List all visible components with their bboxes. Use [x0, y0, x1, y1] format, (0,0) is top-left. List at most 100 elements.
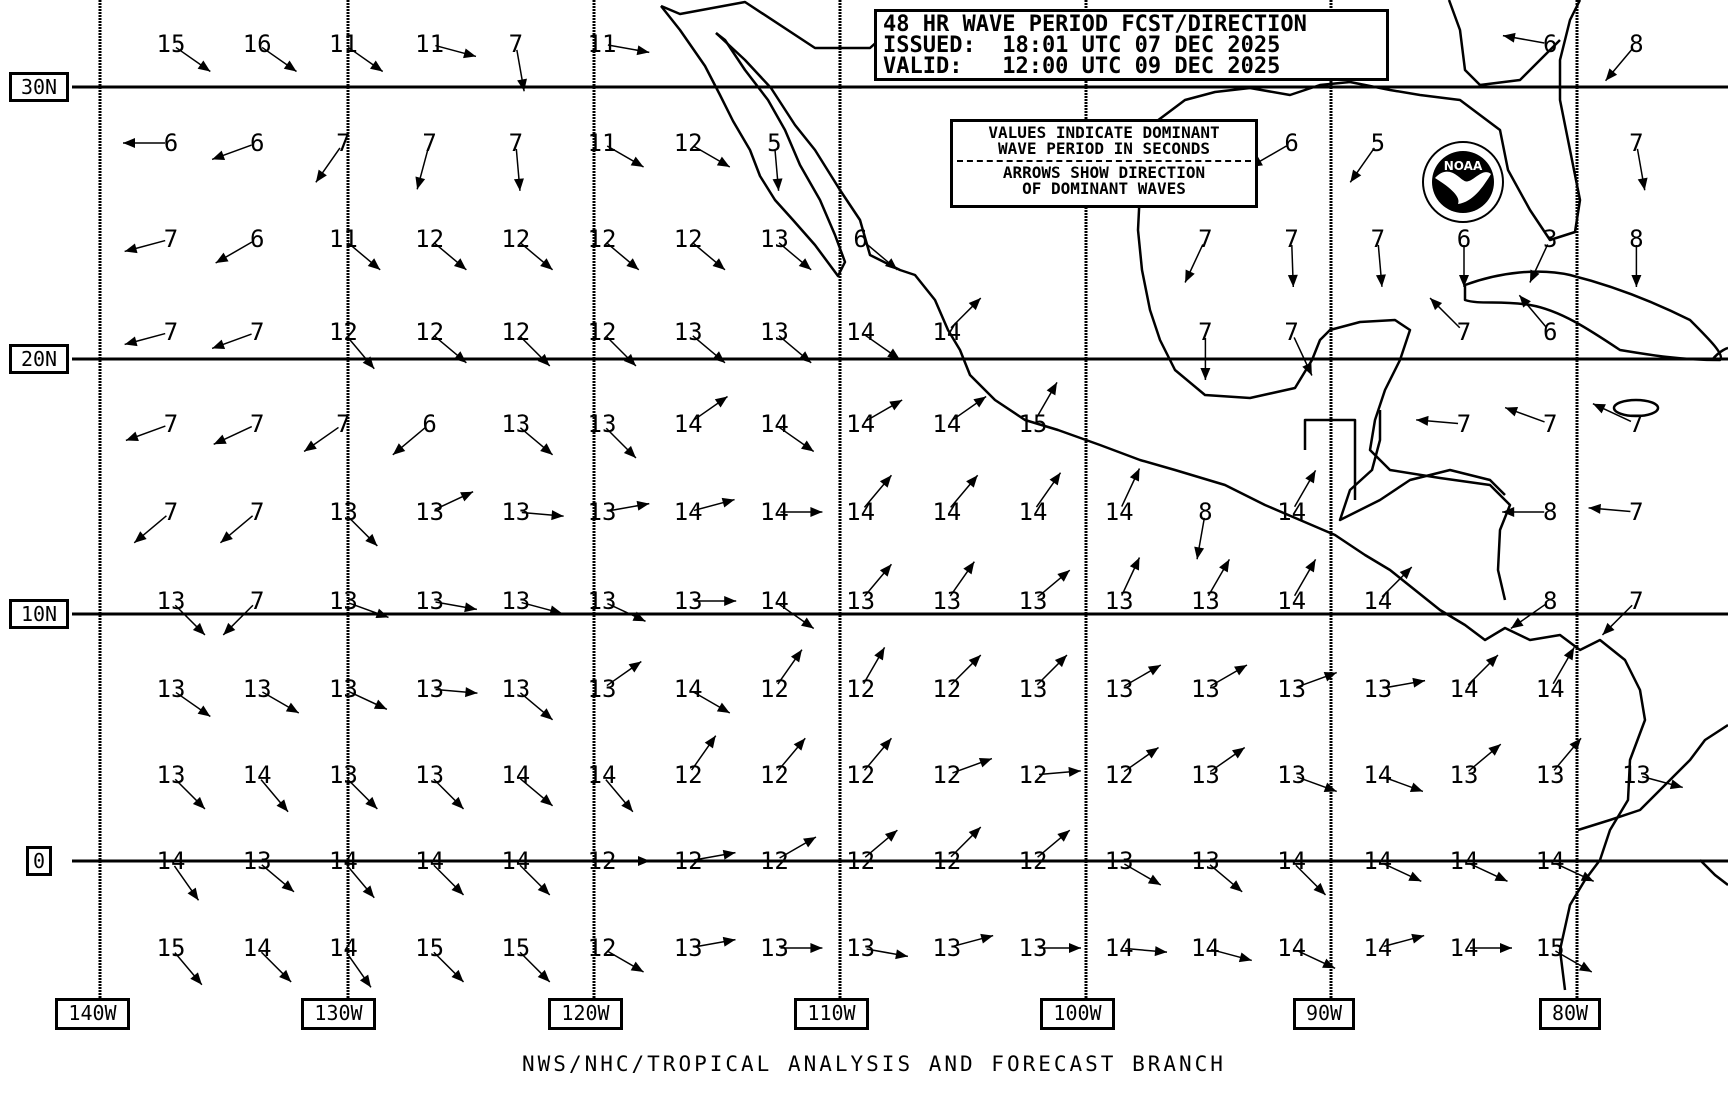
- wave-period-value: 14: [1277, 587, 1306, 615]
- wave-period-value: 12: [932, 761, 961, 789]
- arrow-head: [370, 60, 383, 72]
- wave-period-value: 8: [1629, 30, 1643, 58]
- wave-period-value: 6: [1457, 225, 1471, 253]
- wave-period-value: 12: [846, 761, 875, 789]
- wave-period-value: 12: [760, 761, 789, 789]
- direction-arrow: [606, 950, 644, 973]
- lon-label-120w: 120W: [548, 998, 623, 1030]
- arrow-head: [362, 356, 375, 369]
- direction-arrow: [346, 865, 375, 899]
- direction-arrow: [694, 596, 737, 606]
- wave-period-value: 12: [329, 318, 358, 346]
- direction-arrow: [347, 46, 384, 73]
- wave-period-value: 13: [157, 675, 186, 703]
- arrow-head: [223, 622, 236, 635]
- wave-period-value: 12: [1019, 847, 1048, 875]
- wave-period-value: 7: [250, 318, 264, 346]
- wave-period-value: 14: [1536, 675, 1565, 703]
- wave-period-value: 14: [674, 410, 703, 438]
- wave-period-value: 12: [674, 761, 703, 789]
- direction-arrow: [607, 602, 646, 622]
- wave-period-value: 13: [329, 761, 358, 789]
- direction-arrow: [347, 515, 378, 547]
- wave-period-value: 7: [1198, 225, 1212, 253]
- wave-period-value: 7: [1457, 410, 1471, 438]
- direction-arrow: [1295, 864, 1327, 896]
- arrow-head: [879, 475, 892, 488]
- arrow-head: [1510, 617, 1524, 629]
- arrow-head: [1416, 415, 1429, 426]
- arrow-head: [968, 655, 981, 668]
- direction-arrow: [124, 239, 166, 254]
- wave-period-value: 12: [674, 129, 703, 157]
- direction-arrow: [1529, 244, 1549, 283]
- wave-period-value: 14: [1363, 934, 1392, 962]
- direction-arrow: [173, 865, 200, 901]
- arrow-head: [884, 258, 898, 270]
- wave-period-value: 14: [932, 410, 961, 438]
- title-box: 48 HR WAVE PERIOD FCST/DIRECTION ISSUED: …: [874, 9, 1389, 81]
- noaa-logo: NOAA: [1422, 141, 1504, 223]
- wave-period-value: 7: [1629, 498, 1643, 526]
- direction-arrow: [1123, 746, 1159, 773]
- arrow-head: [1409, 782, 1423, 793]
- arrow-head: [704, 735, 716, 749]
- direction-arrow: [1293, 337, 1313, 376]
- arrow-head: [220, 531, 233, 543]
- arrow-head: [540, 443, 553, 455]
- direction-arrow: [213, 425, 253, 445]
- direction-arrow: [1349, 147, 1375, 183]
- arrow-head: [1323, 671, 1337, 682]
- lat-label-30n: 30N: [9, 72, 69, 102]
- direction-arrow: [1383, 933, 1425, 948]
- direction-arrow: [863, 474, 893, 508]
- wave-period-value: 13: [932, 934, 961, 962]
- direction-arrow: [1383, 776, 1424, 793]
- direction-arrow: [1502, 32, 1545, 44]
- wave-period-value: 13: [674, 318, 703, 346]
- direction-arrow: [607, 500, 650, 512]
- direction-arrow: [1035, 382, 1058, 420]
- legend-arrows-line1: ARROWS SHOW DIRECTION: [1002, 163, 1206, 182]
- arrow-head: [197, 705, 211, 717]
- arrow-head: [124, 336, 138, 347]
- direction-arrow: [521, 601, 563, 616]
- direction-arrow: [315, 147, 341, 183]
- direction-arrow: [1416, 415, 1459, 426]
- arrow-head: [537, 882, 550, 895]
- direction-arrow: [693, 936, 736, 948]
- direction-arrow: [863, 737, 893, 771]
- arrow-head: [1229, 880, 1243, 892]
- direction-arrow: [1504, 406, 1545, 423]
- direction-arrow: [866, 948, 909, 960]
- direction-arrow: [222, 604, 254, 636]
- jamaica-coastline: [1612, 398, 1660, 418]
- direction-arrow: [1035, 472, 1062, 508]
- direction-arrow: [175, 691, 211, 718]
- lat-label-20n: 20N: [9, 344, 69, 374]
- direction-arrow: [950, 826, 982, 858]
- arrow-head: [1219, 559, 1230, 573]
- arrow-head: [1588, 503, 1601, 514]
- direction-arrow: [174, 604, 206, 636]
- arrow-head: [1412, 677, 1426, 688]
- wave-period-value: 13: [846, 587, 875, 615]
- wave-period-value: 14: [1363, 587, 1392, 615]
- arrow-head: [465, 687, 478, 698]
- arrow-head: [1194, 546, 1205, 560]
- wave-period-value: 14: [932, 498, 961, 526]
- arrow-head: [464, 602, 477, 613]
- wave-period-value: 12: [415, 225, 444, 253]
- wave-period-value: 13: [501, 410, 530, 438]
- wave-period-value: 14: [1536, 847, 1565, 875]
- arrow-head: [276, 799, 289, 812]
- wave-period-value: 13: [1536, 761, 1565, 789]
- wave-period-value: 13: [1191, 675, 1220, 703]
- direction-arrow: [433, 335, 467, 364]
- direction-arrow: [865, 399, 903, 422]
- wave-period-value: 7: [164, 318, 178, 346]
- wave-period-value: 12: [760, 847, 789, 875]
- legend-values-line2: WAVE PERIOD IN SECONDS: [998, 139, 1210, 158]
- arrow-head: [1305, 470, 1316, 484]
- wave-period-value: 7: [1629, 587, 1643, 615]
